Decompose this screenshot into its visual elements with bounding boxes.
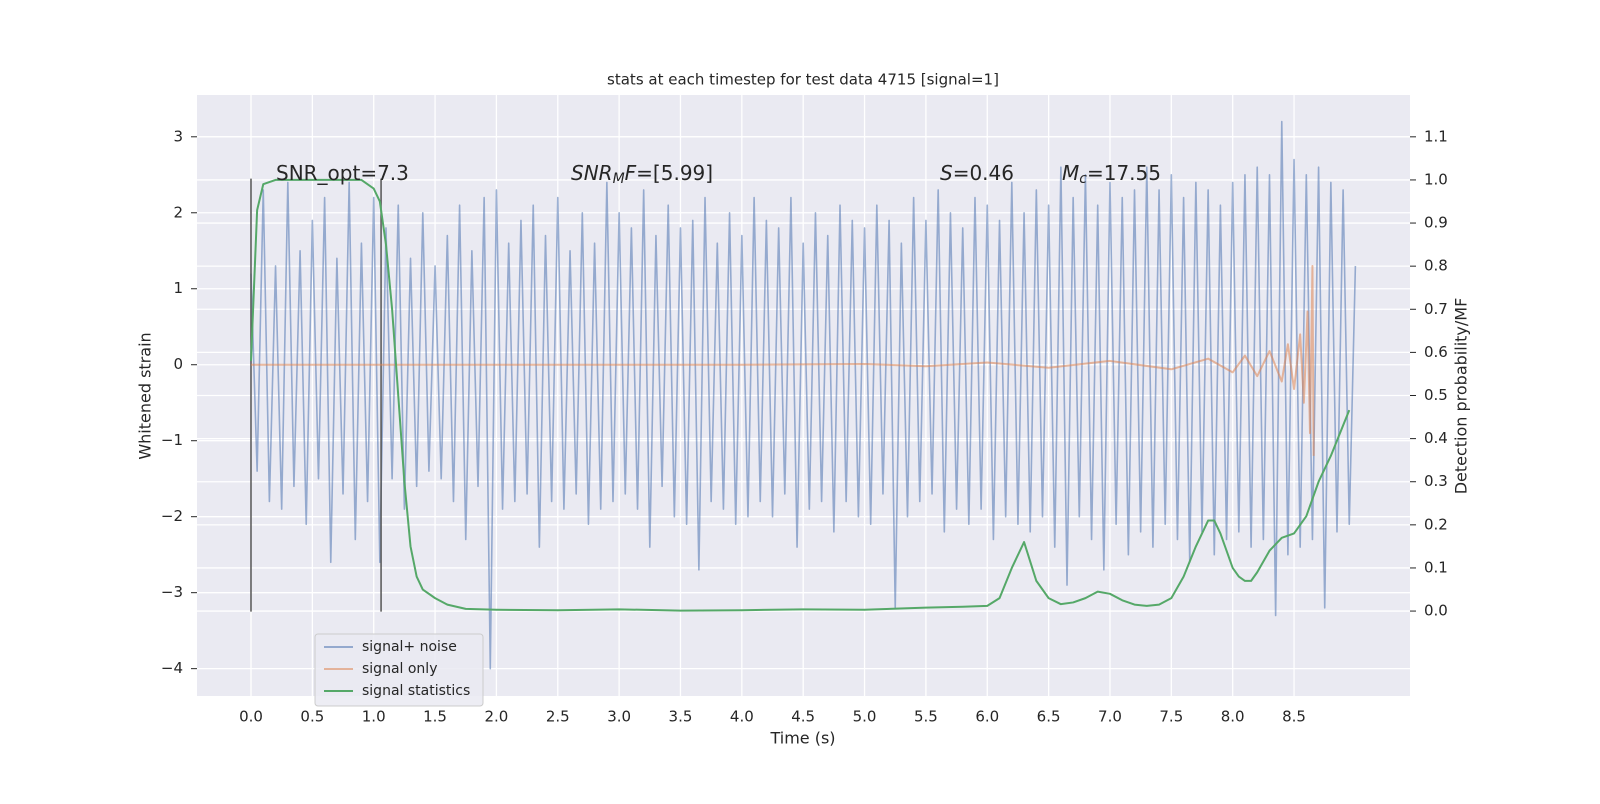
marks — [249, 120, 1357, 670]
x-tick-label: 0.5 — [300, 708, 324, 726]
y-tick-label: −4 — [161, 659, 183, 677]
x-tick-label: 7.0 — [1098, 708, 1122, 726]
x-tick-label: 5.5 — [914, 708, 938, 726]
annotation-text: =[5.99] — [636, 161, 713, 185]
y-tick-label: 0 — [173, 355, 183, 373]
x-tick-label: 3.0 — [607, 708, 631, 726]
x-tick-label: 6.5 — [1037, 708, 1061, 726]
y2-tick-label: 0.0 — [1424, 602, 1448, 620]
x-tick-label: 1.0 — [362, 708, 386, 726]
legend-label: signal+ noise — [362, 639, 457, 655]
y-tick-label: 1 — [173, 279, 183, 297]
y-tick-label: 3 — [173, 127, 183, 145]
annotation-subscript: c — [1079, 171, 1087, 187]
y2-tick-label: 0.7 — [1424, 300, 1448, 318]
y2-tick-label: 0.6 — [1424, 343, 1448, 361]
y-tick-label: 2 — [173, 203, 183, 221]
x-tick-label: 4.0 — [730, 708, 754, 726]
x-tick-label: 1.5 — [423, 708, 447, 726]
annotation-text: =0.46 — [953, 161, 1014, 185]
annotation-text: F — [625, 161, 637, 185]
legend: signal+ noise signal only signal statistic… — [314, 633, 484, 707]
y2-axis-label: Detection probability/MF — [1452, 298, 1471, 495]
annotation: S=0.46 — [940, 161, 1014, 185]
y2-tick-label: 0.9 — [1424, 214, 1448, 232]
annotation-text: SNR_opt=7.3 — [276, 161, 409, 185]
y-axis-label: Whitened strain — [136, 332, 155, 459]
x-tick-label: 8.5 — [1282, 708, 1306, 726]
x-tick-label: 2.0 — [484, 708, 508, 726]
series-line — [249, 178, 1351, 612]
y2-tick-label: 1.1 — [1424, 127, 1448, 145]
series-line — [250, 264, 1315, 456]
annotation-text: S — [940, 161, 953, 185]
x-tick-label: 2.5 — [546, 708, 570, 726]
y-tick-label: −2 — [161, 507, 183, 525]
x-tick-label: 3.5 — [669, 708, 693, 726]
y2-tick-label: 0.3 — [1424, 472, 1448, 490]
y-tick-label: −3 — [161, 583, 183, 601]
x-tick-label: 0.0 — [239, 708, 263, 726]
y2-tick-label: 0.2 — [1424, 515, 1448, 533]
x-tick-label: 5.0 — [853, 708, 877, 726]
y-tick-label: −1 — [161, 431, 183, 449]
series-line — [250, 120, 1357, 670]
x-tick-label: 6.0 — [975, 708, 999, 726]
x-axis-label: Time (s) — [769, 729, 835, 748]
y2-tick-label: 1.0 — [1424, 170, 1448, 188]
y2-tick-label: 0.5 — [1424, 386, 1448, 404]
y2-tick-label: 0.1 — [1424, 558, 1448, 576]
annotation-text: SNR — [571, 161, 613, 185]
legend-label: signal statistics — [362, 683, 470, 699]
x-tick-label: 8.0 — [1221, 708, 1245, 726]
legend-box — [314, 633, 484, 707]
annotation: SNRMF=[5.99] — [571, 161, 713, 188]
annotation-text: M — [1062, 161, 1079, 185]
annotation: Mc=17.55 — [1062, 161, 1161, 188]
y2-tick-label: 0.4 — [1424, 429, 1448, 447]
chart-title: stats at each timestep for test data 471… — [607, 71, 999, 89]
annotation-text: =17.55 — [1087, 161, 1161, 185]
legend-label: signal only — [362, 661, 437, 677]
x-tick-label: 4.5 — [791, 708, 815, 726]
annotation: SNR_opt=7.3 — [276, 161, 409, 185]
x-tick-label: 7.5 — [1159, 708, 1183, 726]
y2-tick-label: 0.8 — [1424, 257, 1448, 275]
annotation-subscript: M — [613, 171, 625, 187]
